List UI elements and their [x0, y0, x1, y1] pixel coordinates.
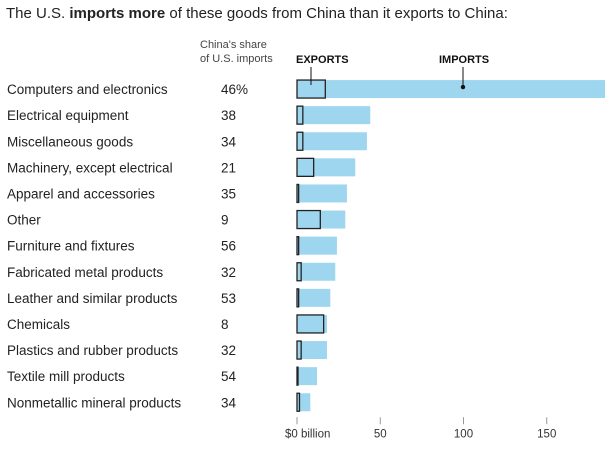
imports-bar: [297, 314, 327, 333]
exports-bar: [296, 157, 315, 178]
title-part: of these goods from China than it export…: [165, 5, 508, 22]
imports-bar: [297, 80, 606, 99]
exports-bar: [296, 366, 299, 386]
exports-bar: [296, 392, 301, 412]
category-label: Other: [7, 213, 41, 228]
imports-bar: [297, 341, 327, 360]
share-column-header: China's share of U.S. imports: [200, 38, 273, 66]
exports-bar: [296, 262, 302, 282]
plot-area: Computers and electronics 46% Electrical e…: [7, 67, 606, 440]
category-label: Furniture and fixtures: [7, 239, 135, 254]
category-label: Textile mill products: [7, 369, 125, 384]
share-label: 32: [221, 265, 236, 280]
exports-bar: [296, 235, 300, 256]
imports-bar: [297, 236, 337, 255]
imports-bar: [297, 393, 311, 412]
imports-bar: [297, 158, 356, 177]
exports-bar: [296, 105, 304, 125]
share-label: 9: [221, 213, 229, 228]
imports-bar: [297, 106, 371, 125]
legend-imports-dot: [460, 84, 466, 90]
exports-bar: [296, 131, 304, 151]
share-label: 56: [221, 239, 236, 254]
imports-bar: [297, 210, 346, 229]
category-label: Electrical equipment: [7, 108, 129, 123]
x-tick-label: 150: [537, 428, 556, 440]
title-emphasis: imports more: [69, 5, 166, 22]
share-label: 53: [221, 291, 236, 306]
chart-title: The U.S. imports more of these goods fro…: [6, 5, 508, 22]
share-label: 54: [221, 369, 237, 384]
imports-bar: [297, 288, 331, 307]
category-label: Machinery, except electrical: [7, 160, 173, 175]
exports-bar: [296, 314, 325, 334]
x-tick-label: 100: [454, 428, 473, 440]
category-label: Fabricated metal products: [7, 265, 163, 280]
imports-bar: [297, 132, 367, 151]
x-tick-label: 50: [374, 428, 387, 440]
exports-bar: [296, 209, 321, 230]
category-label: Chemicals: [7, 317, 70, 332]
category-label: Apparel and accessories: [7, 186, 155, 201]
exports-bar: [296, 288, 300, 308]
category-label: Nonmetallic mineral products: [7, 395, 181, 410]
title-part: The U.S.: [6, 5, 70, 22]
share-label: 35: [221, 186, 236, 201]
share-label: 34: [221, 395, 237, 410]
legend-exports-label: EXPORTS: [296, 54, 349, 66]
share-label: 8: [221, 317, 229, 332]
category-label: Computers and electronics: [7, 82, 168, 97]
share-header-line2: of U.S. imports: [200, 53, 273, 65]
exports-bar: [296, 340, 302, 360]
share-label: 34: [221, 134, 237, 149]
share-header-line1: China's share: [200, 39, 267, 51]
category-label: Leather and similar products: [7, 291, 178, 306]
category-label: Plastics and rubber products: [7, 343, 178, 358]
share-label: 38: [221, 108, 236, 123]
legend-imports-label: IMPORTS: [439, 54, 489, 66]
share-label: 21: [221, 160, 236, 175]
category-label: Miscellaneous goods: [7, 134, 133, 149]
share-label: 46%: [221, 82, 248, 97]
exports-bar: [296, 183, 300, 204]
imports-bar: [297, 262, 336, 281]
imports-bar: [297, 367, 317, 386]
share-label: 32: [221, 343, 236, 358]
x-tick-label: $0 billion: [285, 428, 330, 440]
imports-bar: [297, 184, 347, 203]
